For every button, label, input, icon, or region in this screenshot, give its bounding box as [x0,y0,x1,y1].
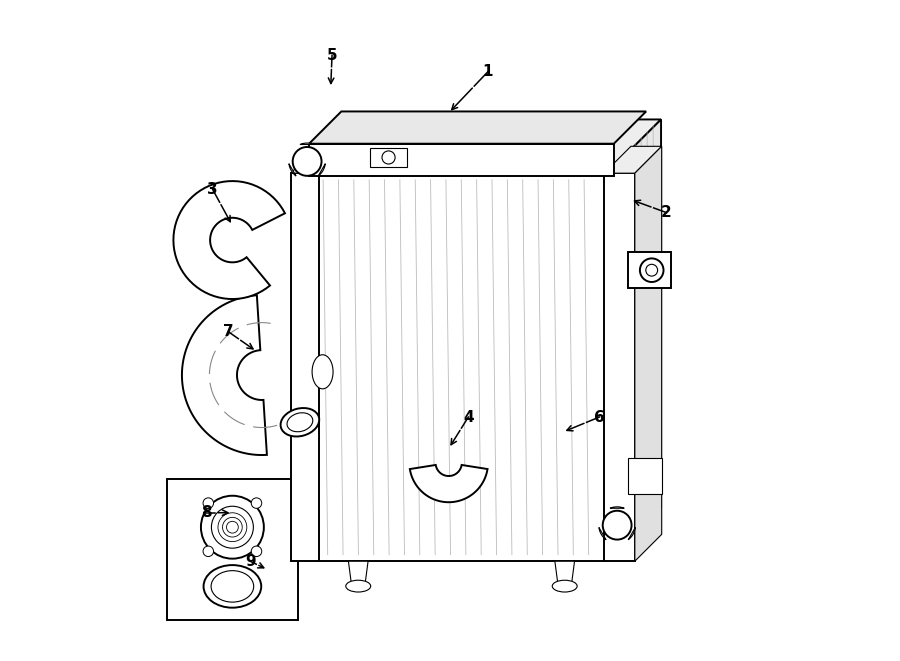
Polygon shape [370,148,407,167]
Circle shape [203,546,213,557]
Polygon shape [628,253,670,288]
Text: 9: 9 [245,554,256,568]
Polygon shape [610,507,625,508]
Ellipse shape [212,570,254,602]
Text: 1: 1 [482,64,493,79]
Circle shape [251,546,262,557]
Polygon shape [604,173,634,561]
Ellipse shape [287,412,313,432]
Polygon shape [316,120,662,173]
Polygon shape [316,173,608,561]
Polygon shape [604,146,662,173]
Circle shape [251,498,262,508]
Polygon shape [628,527,635,540]
Ellipse shape [553,580,577,592]
Polygon shape [410,465,488,502]
Polygon shape [300,143,314,145]
Circle shape [201,496,264,559]
Circle shape [212,506,254,548]
Text: 8: 8 [201,505,212,520]
Circle shape [603,511,632,539]
Text: 4: 4 [463,410,473,424]
Text: 5: 5 [327,48,338,63]
Ellipse shape [312,355,333,389]
Circle shape [646,264,658,276]
Circle shape [382,151,395,164]
Polygon shape [166,479,298,620]
Circle shape [222,518,242,537]
Ellipse shape [203,565,261,607]
Circle shape [227,522,239,533]
Ellipse shape [281,408,320,436]
Text: 3: 3 [207,182,218,197]
Text: 7: 7 [223,325,234,339]
Polygon shape [608,120,662,561]
Circle shape [203,498,213,508]
Ellipse shape [346,580,371,592]
Polygon shape [598,527,606,540]
Polygon shape [348,561,368,586]
Polygon shape [309,112,646,143]
Circle shape [640,258,663,282]
Polygon shape [634,146,662,561]
Polygon shape [628,458,662,494]
Text: 2: 2 [661,205,671,220]
Polygon shape [289,164,296,176]
Polygon shape [309,143,614,176]
Circle shape [292,147,321,176]
Text: 6: 6 [594,410,605,424]
Polygon shape [555,561,574,586]
Polygon shape [182,295,267,455]
Polygon shape [319,164,325,176]
Polygon shape [174,181,285,299]
Circle shape [218,513,247,541]
Polygon shape [291,146,346,173]
Polygon shape [291,173,319,561]
